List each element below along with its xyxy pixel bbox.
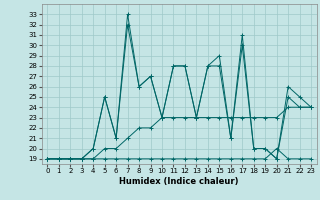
- X-axis label: Humidex (Indice chaleur): Humidex (Indice chaleur): [119, 177, 239, 186]
